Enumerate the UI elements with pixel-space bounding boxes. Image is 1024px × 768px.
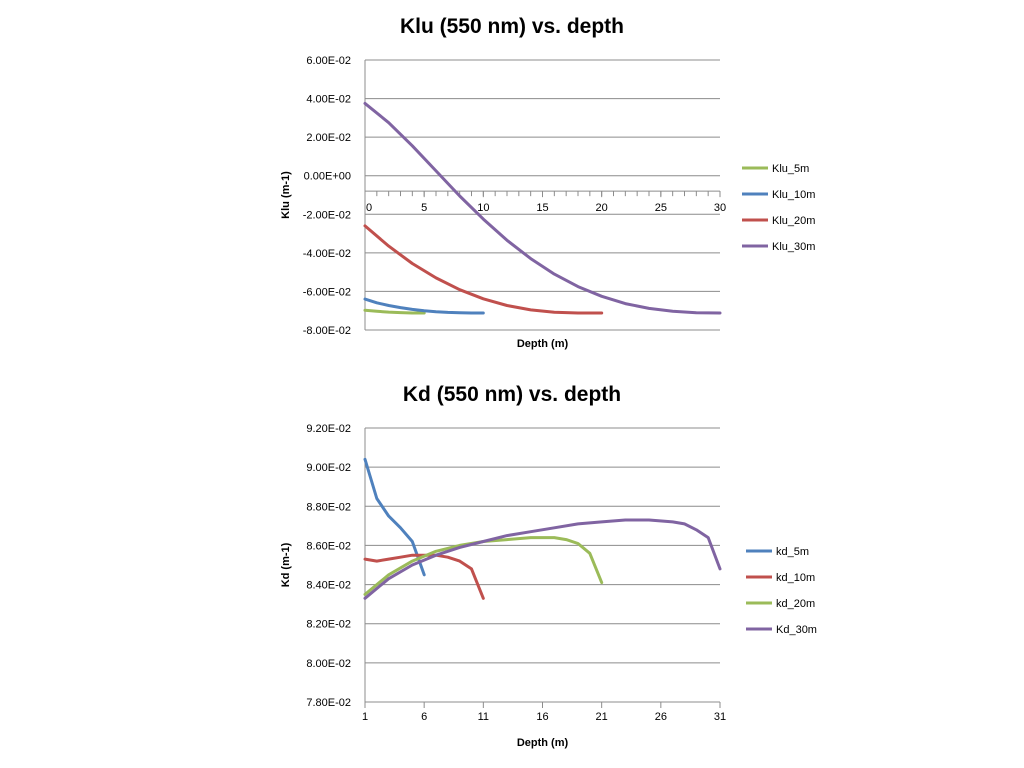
- klu-legend-label: Klu_10m: [772, 189, 815, 201]
- kd-x-tick-label: 31: [714, 711, 726, 723]
- klu-y-tick-label: -4.00E-02: [303, 248, 351, 260]
- klu-y-tick-label: -2.00E-02: [303, 209, 351, 221]
- kd-series-line-kd-30m: [363, 518, 722, 600]
- klu-chart-plot: 6.00E-02 4.00E-02 2.00E-02 0.00E+00 -2.00E-0…: [280, 55, 815, 350]
- kd-x-tick-label: 26: [655, 711, 667, 723]
- klu-y-tick-label: 0.00E+00: [304, 171, 351, 183]
- kd-legend-label: kd_20m: [776, 598, 815, 610]
- kd-y-axis-label: Kd (m-1): [280, 542, 292, 587]
- kd-y-tick-label: 8.60E-02: [306, 540, 351, 552]
- klu-legend-label: Klu_5m: [772, 163, 809, 175]
- kd-x-tick-label: 16: [536, 711, 548, 723]
- klu-x-tick-label: 0: [366, 202, 372, 214]
- klu-x-tick-label: 25: [655, 202, 667, 214]
- kd-y-tick-label: 8.80E-02: [306, 501, 351, 513]
- kd-y-tick-label: 8.20E-02: [306, 619, 351, 631]
- kd-x-tick-label: 21: [596, 711, 608, 723]
- kd-series-line-kd-20m: [363, 536, 604, 596]
- kd-y-tick-label: 8.40E-02: [306, 580, 351, 592]
- kd-legend-label: Kd_30m: [776, 624, 817, 636]
- klu-x-tick-label: 5: [421, 202, 427, 214]
- kd-x-axis-label: Depth (m): [517, 737, 569, 749]
- kd-chart-title: Kd (550 nm) vs. depth: [402, 383, 622, 406]
- klu-x-tick-label: 20: [596, 202, 608, 214]
- klu-x-tick-label: 30: [714, 202, 726, 214]
- kd-y-tick-label: 7.80E-02: [306, 697, 351, 709]
- klu-x-axis-label: Depth (m): [517, 338, 569, 350]
- klu-legend-label: Klu_30m: [772, 241, 815, 253]
- kd-y-tick-label: 9.00E-02: [306, 462, 351, 474]
- kd-x-tick-label: 11: [478, 711, 489, 723]
- klu-chart: Klu (550 nm) vs. depth 6.00E-02 4.00E-02 2…: [0, 0, 1024, 370]
- kd-chart: Kd (550 nm) vs. depth 9.20E-02 9.00E-02 8.…: [0, 370, 1024, 768]
- klu-series-line-klu-10m: [363, 297, 485, 315]
- klu-y-tick-label: -8.00E-02: [303, 325, 351, 337]
- kd-series-line-kd-5m: [363, 457, 426, 577]
- kd-y-tick-label: 9.20E-02: [306, 423, 351, 435]
- klu-x-tick-label: 10: [477, 202, 489, 214]
- klu-series-line-klu-30m: [363, 101, 722, 315]
- klu-y-axis-label: Klu (m-1): [280, 171, 292, 219]
- kd-legend-label: kd_5m: [776, 546, 809, 558]
- klu-y-tick-label: -6.00E-02: [303, 286, 351, 298]
- kd-legend-label: kd_10m: [776, 572, 815, 584]
- klu-legend-label: Klu_20m: [772, 215, 815, 227]
- klu-y-tick-label: 4.00E-02: [306, 94, 351, 106]
- klu-y-tick-label: 6.00E-02: [306, 55, 351, 67]
- kd-x-tick-label: 1: [362, 711, 368, 723]
- kd-chart-plot: 9.20E-02 9.00E-02 8.80E-02 8.60E-02 8.40E-02…: [280, 423, 817, 749]
- klu-x-tick-label: 15: [536, 202, 548, 214]
- klu-series-line-klu-20m: [363, 224, 604, 315]
- klu-chart-title: Klu (550 nm) vs. depth: [399, 15, 625, 38]
- kd-y-tick-label: 8.00E-02: [306, 658, 351, 670]
- klu-y-tick-label: 2.00E-02: [306, 132, 351, 144]
- klu-series-line-klu-5m: [363, 308, 426, 315]
- kd-x-tick-label: 6: [421, 711, 427, 723]
